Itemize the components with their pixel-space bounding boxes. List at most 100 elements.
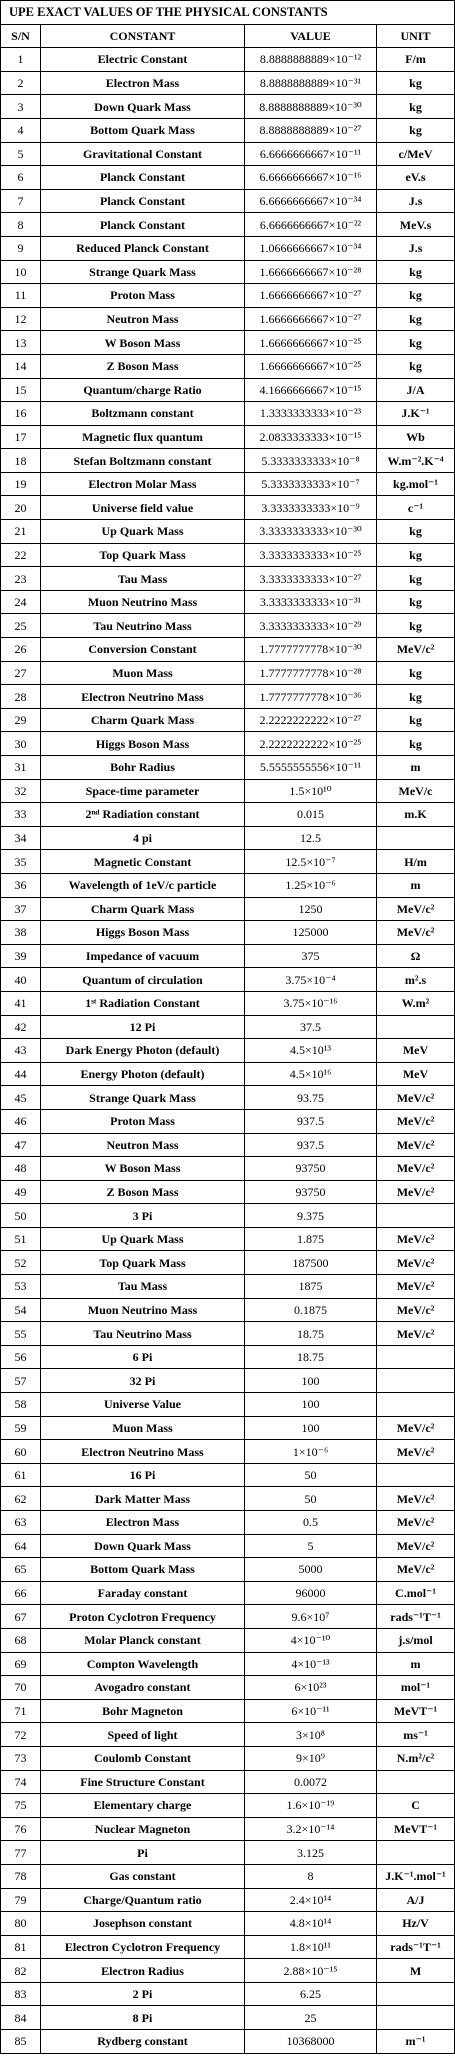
constant-name: Bottom Quark Mass: [40, 1557, 245, 1582]
constant-unit: MeV/c²: [375, 1085, 455, 1110]
constant-value: 8: [244, 1863, 377, 1889]
constant-unit: MeV: [375, 1038, 455, 1063]
serial-number: 51: [0, 1226, 41, 1252]
serial-number: 33: [0, 802, 41, 827]
table-row: 75 Elementary charge 1.6×10⁻¹⁹ C: [0, 1793, 455, 1818]
table-row: 79 Charge/Quantum ratio 2.4×10¹⁴ A/J: [0, 1887, 455, 1913]
table-row: 17 Magnetic flux quantum 2.0833333333×10⁻¹…: [0, 424, 455, 450]
constant-unit: [375, 1769, 455, 1795]
constant-name: Universe Value: [40, 1392, 245, 1417]
constant-value: 2.2222222222×10⁻²⁵: [244, 731, 377, 756]
constant-unit: m⁻¹: [375, 2029, 455, 2054]
table-row: 45 Strange Quark Mass 93.75 MeV/c²: [0, 1085, 455, 1110]
constant-value: 2.2222222222×10⁻²⁷: [244, 707, 377, 733]
table-row: 62 Dark Matter Mass 50 MeV/c²: [0, 1486, 455, 1511]
constant-name: Bottom Quark Mass: [40, 117, 245, 143]
table-row: 47 Neutron Mass 937.5 MeV/c²: [0, 1132, 455, 1158]
constant-name: 8 Pi: [40, 2005, 245, 2031]
table-row: 84 8 Pi 25: [0, 2005, 455, 2031]
serial-number: 70: [0, 1675, 41, 1700]
constant-unit: rads⁻¹T⁻¹: [375, 1604, 455, 1629]
table-row: 77 Pi 3.125: [0, 1840, 455, 1865]
constant-name: Elementary charge: [40, 1793, 245, 1818]
constant-value: 8.8888888889×10⁻²⁷: [244, 117, 377, 143]
constant-name: Pi: [40, 1840, 245, 1865]
constant-name: Tau Neutrino Mass: [40, 613, 245, 639]
constant-unit: MeV: [375, 1061, 455, 1087]
serial-number: 37: [0, 896, 41, 922]
constant-name: Planck Constant: [40, 212, 245, 237]
constant-unit: MeV/c²: [375, 1415, 455, 1441]
constant-value: 6.6666666667×10⁻¹¹: [244, 141, 377, 167]
serial-number: 26: [0, 637, 41, 662]
serial-number: 82: [0, 1958, 41, 1983]
table-row: 31 Bohr Radius 5.5555555556×10⁻¹¹ m: [0, 755, 455, 780]
constant-value: 25: [244, 2005, 377, 2031]
constant-name: Muon Mass: [40, 1415, 245, 1441]
serial-number: 57: [0, 1368, 41, 1394]
constant-unit: MeV/c²: [375, 1108, 455, 1134]
header-row: S/N CONSTANT VALUE UNIT: [0, 23, 455, 49]
constant-name: Higgs Boson Mass: [40, 920, 245, 945]
constant-name: Electron Neutrino Mass: [40, 684, 245, 709]
serial-number: 31: [0, 755, 41, 780]
table-row: 41 1ˢᵗ Radiation Constant 3.75×10⁻¹⁶ W.m²: [0, 990, 455, 1016]
table-row: 55 Tau Neutrino Mass 18.75 MeV/c²: [0, 1321, 455, 1346]
serial-number: 85: [0, 2029, 41, 2054]
constant-value: 93.75: [244, 1085, 377, 1110]
constant-name: Muon Mass: [40, 660, 245, 686]
serial-number: 32: [0, 778, 41, 804]
constant-unit: MeV/c²: [375, 1486, 455, 1511]
constant-value: 12.5: [244, 825, 377, 851]
serial-number: 16: [0, 401, 41, 426]
table-row: 57 32 Pi 100: [0, 1368, 455, 1394]
serial-number: 35: [0, 849, 41, 874]
constant-unit: m: [375, 872, 455, 898]
constant-name: Tau Neutrino Mass: [40, 1321, 245, 1346]
constant-unit: j.s/mol: [375, 1627, 455, 1653]
table-row: 18 Stefan Boltzmann constant 5.3333333333×…: [0, 448, 455, 473]
serial-number: 36: [0, 872, 41, 898]
table-row: 52 Top Quark Mass 187500 MeV/c²: [0, 1250, 455, 1276]
serial-number: 23: [0, 566, 41, 591]
constant-value: 5.3333333333×10⁻⁸: [244, 448, 377, 473]
serial-number: 19: [0, 471, 41, 497]
constant-name: Up Quark Mass: [40, 1226, 245, 1252]
constant-name: Electron Radius: [40, 1958, 245, 1983]
table-row: 27 Muon Mass 1.7777777778×10⁻²⁸ kg: [0, 660, 455, 686]
table-row: 39 Impedance of vacuum 375 Ω: [0, 943, 455, 969]
serial-number: 5: [0, 141, 41, 167]
table-row: 63 Electron Mass 0.5 MeV/c²: [0, 1510, 455, 1535]
table-row: 72 Speed of light 3×10⁸ ms⁻¹: [0, 1722, 455, 1747]
constant-name: Avogadro constant: [40, 1675, 245, 1700]
column-header: S/N: [0, 23, 41, 49]
constant-unit: Hz/V: [375, 1911, 455, 1936]
table-row: 2 Electron Mass 8.8888888889×10⁻³¹ kg: [0, 70, 455, 96]
constant-name: Bohr Radius: [40, 755, 245, 780]
table-row: 33 2ⁿᵈ Radiation constant 0.015 m.K: [0, 802, 455, 827]
constant-name: Electron Molar Mass: [40, 471, 245, 497]
constant-value: 93750: [244, 1156, 377, 1181]
constant-name: Gas constant: [40, 1863, 245, 1889]
table-row: 56 6 Pi 18.75: [0, 1344, 455, 1370]
constant-name: Electron Neutrino Mass: [40, 1439, 245, 1464]
constant-unit: MeV/c²: [375, 637, 455, 662]
constant-name: 1ˢᵗ Radiation Constant: [40, 990, 245, 1016]
table-row: 85 Rydberg constant 10368000 m⁻¹: [0, 2029, 455, 2054]
serial-number: 61: [0, 1462, 41, 1488]
constant-name: Dark Matter Mass: [40, 1486, 245, 1511]
table-row: 1 Electric Constant 8.8888888889×10⁻¹² F/m: [0, 47, 455, 72]
constant-name: Top Quark Mass: [40, 542, 245, 568]
constant-name: Proton Cyclotron Frequency: [40, 1604, 245, 1629]
serial-number: 53: [0, 1274, 41, 1299]
table-row: 28 Electron Neutrino Mass 1.7777777778×10⁻…: [0, 684, 455, 709]
table-row: 12 Neutron Mass 1.6666666667×10⁻²⁷ kg: [0, 306, 455, 332]
constant-value: 4.5×10¹⁶: [244, 1061, 377, 1087]
constant-unit: W.m⁻².K⁻⁴: [375, 448, 455, 473]
serial-number: 48: [0, 1156, 41, 1181]
table-row: 20 Universe field value 3.3333333333×10⁻⁹ c…: [0, 495, 455, 521]
constant-value: 3.3333333333×10⁻³⁰: [244, 519, 377, 544]
table-row: 82 Electron Radius 2.88×10⁻¹⁵ M: [0, 1958, 455, 1983]
serial-number: 11: [0, 283, 41, 308]
